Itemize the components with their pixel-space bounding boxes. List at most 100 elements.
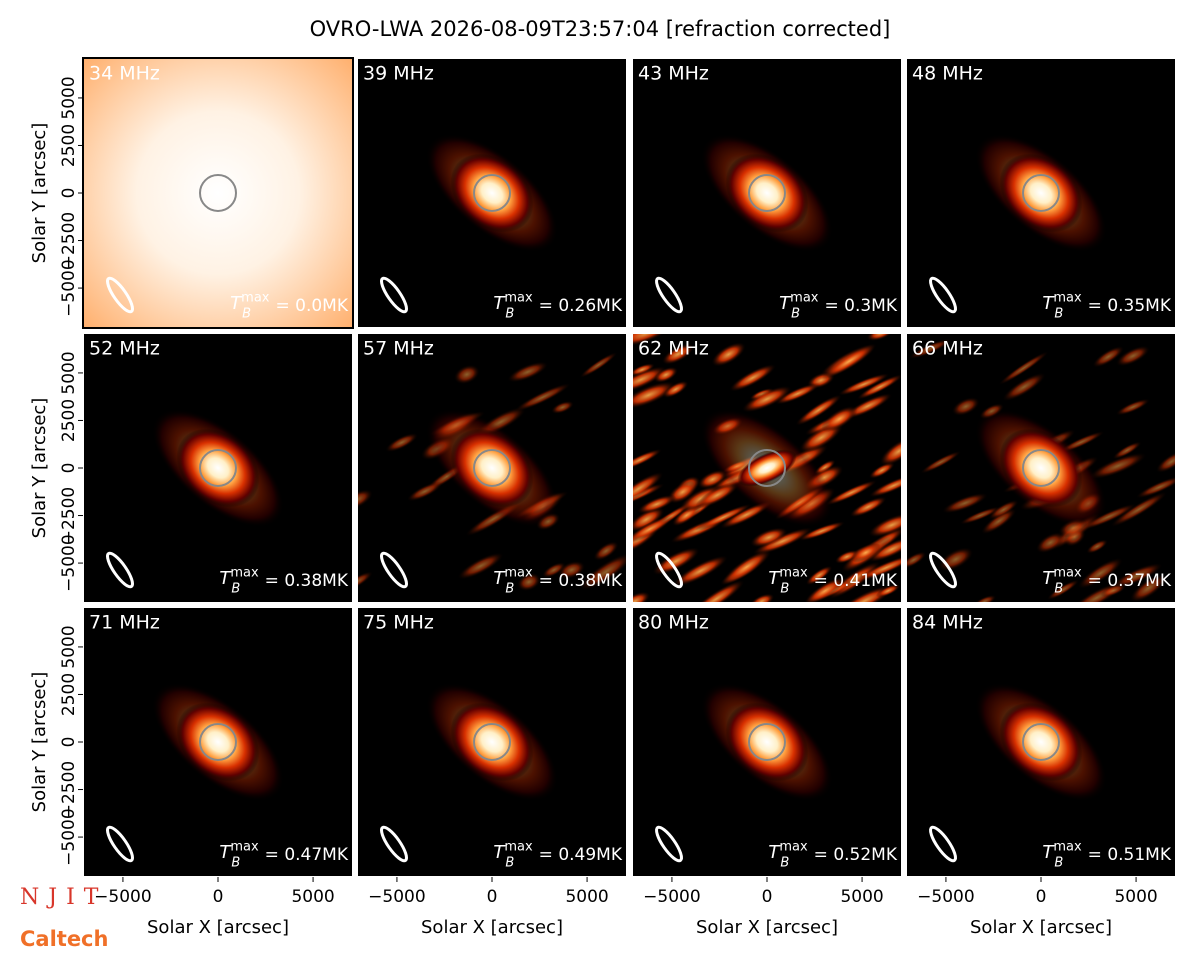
panel bbox=[357, 607, 627, 877]
x-axis-label: Solar X [arcsec] bbox=[421, 917, 563, 938]
noise-streak bbox=[868, 512, 902, 538]
y-tick-label: 5000 bbox=[59, 351, 79, 394]
source bbox=[450, 428, 534, 508]
tb-max-value: = 0.26MK bbox=[539, 296, 623, 316]
x-tick-label: 5000 bbox=[1114, 887, 1157, 907]
noise-streak bbox=[1035, 531, 1065, 554]
tb-max-value: = 0.35MK bbox=[1088, 296, 1172, 316]
beam bbox=[929, 825, 957, 863]
noise-streak bbox=[593, 541, 619, 561]
panel-frame bbox=[356, 57, 628, 329]
noise-streak bbox=[541, 562, 566, 578]
x-tick-label: 5000 bbox=[840, 887, 883, 907]
tb-max-sub: B bbox=[1054, 582, 1063, 597]
panel-frame bbox=[905, 57, 1177, 329]
tb-max-symbol: T bbox=[1042, 568, 1055, 589]
tb-max-symbol: T bbox=[219, 842, 232, 863]
noise-streak bbox=[632, 381, 677, 410]
tb-max-sup: max bbox=[230, 840, 259, 855]
tb-max-symbol: T bbox=[219, 568, 232, 589]
noise-streak bbox=[662, 380, 689, 399]
panel-title: 62 MHz bbox=[638, 338, 709, 360]
noise-streak bbox=[557, 560, 586, 580]
y-tick-label: 0 bbox=[59, 463, 79, 474]
noise-streak bbox=[981, 507, 1017, 535]
noise-streak bbox=[457, 552, 504, 580]
y-tick-label: −2500 bbox=[59, 487, 79, 545]
panel-title: 80 MHz bbox=[638, 612, 709, 634]
noise-streak bbox=[749, 593, 775, 603]
panel-title: 52 MHz bbox=[89, 338, 160, 360]
noise-streak bbox=[1088, 452, 1147, 480]
beam bbox=[655, 276, 683, 314]
noise-streak bbox=[632, 471, 664, 507]
tb-max-sub: B bbox=[505, 856, 514, 871]
tb-max-symbol: T bbox=[230, 293, 243, 314]
panel-title: 43 MHz bbox=[638, 63, 709, 85]
noise-streak bbox=[875, 584, 901, 598]
source bbox=[450, 702, 534, 782]
panel-frame bbox=[631, 57, 903, 329]
noise-streak bbox=[1111, 562, 1163, 589]
noise-streak bbox=[637, 494, 677, 514]
panel bbox=[357, 58, 627, 328]
noise-streak bbox=[741, 385, 793, 413]
noise-streak bbox=[1135, 475, 1176, 499]
tb-max-sup: max bbox=[504, 566, 533, 581]
noise-streak bbox=[908, 338, 952, 359]
noise-streak bbox=[453, 364, 480, 385]
tb-max-symbol: T bbox=[493, 293, 506, 314]
noise-streak bbox=[804, 576, 846, 603]
panel-title: 34 MHz bbox=[89, 63, 160, 85]
noise-streak bbox=[972, 594, 997, 603]
noise-streak bbox=[1086, 539, 1109, 554]
panel bbox=[906, 607, 1176, 877]
beam bbox=[106, 551, 134, 589]
tb-max-sup: max bbox=[1053, 840, 1082, 855]
panel-title: 57 MHz bbox=[363, 338, 434, 360]
noise-streak bbox=[579, 351, 618, 379]
x-axis-label: Solar X [arcsec] bbox=[147, 917, 289, 938]
tb-max-value: = 0.3MK bbox=[825, 296, 898, 316]
solar-limb bbox=[473, 174, 511, 212]
beam bbox=[380, 276, 408, 314]
tb-max-value: = 0.0MK bbox=[276, 296, 349, 316]
noise-streak bbox=[711, 342, 746, 367]
tb-max-sub: B bbox=[780, 582, 789, 597]
source bbox=[725, 702, 809, 782]
tb-max-sub: B bbox=[231, 582, 240, 597]
beam bbox=[929, 276, 957, 314]
y-axis-label: Solar Y [arcsec] bbox=[29, 398, 50, 539]
tb-max-sub: B bbox=[242, 307, 251, 322]
y-tick-label: −2500 bbox=[59, 212, 79, 270]
noise-streak bbox=[1002, 372, 1047, 402]
tb-max-sup: max bbox=[230, 566, 259, 581]
noise-streak bbox=[998, 350, 1049, 386]
noise-streak bbox=[729, 363, 777, 392]
panel bbox=[906, 58, 1176, 328]
panel bbox=[83, 333, 353, 603]
panel-frame bbox=[356, 332, 628, 604]
tb-max-sub: B bbox=[780, 856, 789, 871]
noise-streak bbox=[672, 555, 729, 587]
panel-frame bbox=[905, 332, 1177, 604]
tb-max-value: = 0.38MK bbox=[539, 571, 623, 591]
solar-limb bbox=[1022, 723, 1060, 761]
panel bbox=[632, 58, 902, 328]
noise-streak bbox=[752, 527, 813, 556]
tb-max-value: = 0.49MK bbox=[539, 845, 623, 865]
noise-streak bbox=[821, 405, 858, 433]
beam bbox=[380, 551, 408, 589]
x-tick-label: 5000 bbox=[565, 887, 608, 907]
noise-streak bbox=[920, 450, 962, 474]
solar-limb bbox=[199, 723, 237, 761]
noise-streak bbox=[805, 565, 833, 586]
y-tick-label: 5000 bbox=[59, 76, 79, 119]
x-axis-label: Solar X [arcsec] bbox=[970, 917, 1112, 938]
noise-streak bbox=[1129, 573, 1168, 603]
panel bbox=[632, 333, 902, 603]
noise-streak bbox=[694, 503, 752, 532]
tb-max-value: = 0.37MK bbox=[1088, 571, 1172, 591]
panel-title: 48 MHz bbox=[912, 63, 983, 85]
